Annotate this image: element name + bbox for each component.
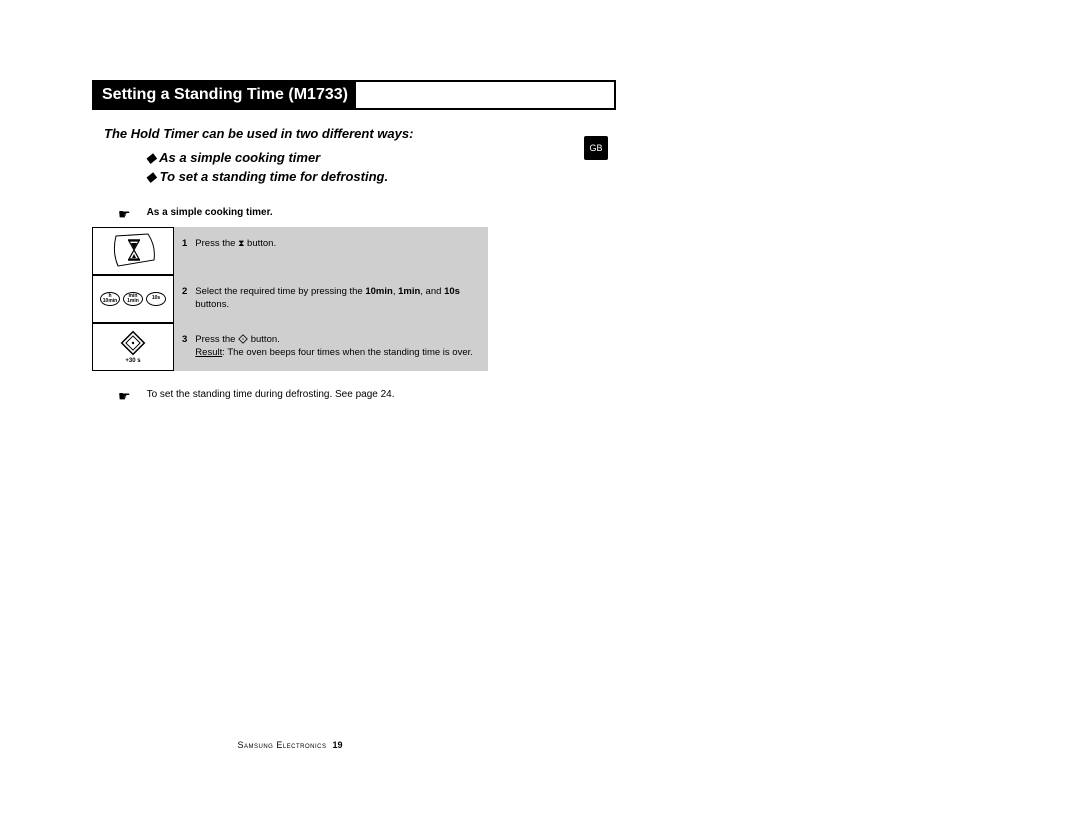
oval-10min: h 10min (100, 292, 120, 306)
step-number: 1 (182, 237, 187, 265)
section-note: ☛ As a simple cooking timer. (92, 207, 616, 221)
diamond-inline-icon (238, 333, 248, 346)
step-icon-cell: h 10min min 1min 10s (92, 275, 174, 323)
intro-text: The Hold Timer can be used in two differ… (104, 124, 536, 144)
step-number: 2 (182, 285, 187, 313)
step-row: h 10min min 1min 10s 2 Select the requir… (92, 275, 488, 323)
footer-page-number: 19 (333, 740, 343, 750)
step-row: 1 Press the ⧗ button. (92, 227, 488, 275)
defrost-note-text: To set the standing time during defrosti… (147, 389, 395, 400)
language-badge: GB (584, 136, 608, 160)
step-icon-cell (92, 227, 174, 275)
step-content: 3 Press the button. Result: The oven bee… (174, 323, 488, 371)
pointing-hand-icon: ☛ (118, 389, 131, 403)
intro-bullet: ◆ As a simple cooking timer (146, 148, 536, 168)
footer-brand: Samsung Electronics (237, 740, 326, 750)
oval-10s: 10s (146, 292, 166, 306)
step-text: Press the button. Result: The oven beeps… (195, 333, 478, 361)
start-button-icon: +30 s (120, 330, 146, 364)
step-row: +30 s 3 Press the button. Result: The ov… (92, 323, 488, 371)
note-text: As a simple cooking timer. (147, 207, 273, 218)
oval-1min: min 1min (123, 292, 143, 306)
time-buttons-icon: h 10min min 1min 10s (100, 292, 166, 306)
section-title-bar: Setting a Standing Time (M1733) (92, 80, 616, 110)
result-label: Result (195, 347, 222, 358)
step-content: 1 Press the ⧗ button. (174, 227, 488, 275)
defrost-note: ☛ To set the standing time during defros… (92, 389, 616, 403)
step-content: 2 Select the required time by pressing t… (174, 275, 488, 323)
section-title: Setting a Standing Time (M1733) (94, 82, 356, 108)
intro-bullet-list: ◆ As a simple cooking timer ◆ To set a s… (104, 148, 536, 187)
step-icon-cell: +30 s (92, 323, 174, 371)
pointing-hand-icon: ☛ (118, 207, 131, 221)
hourglass-icon (108, 230, 158, 272)
page-footer: Samsung Electronics 19 (92, 740, 488, 750)
step-number: 3 (182, 333, 187, 361)
intro-bullet: ◆ To set a standing time for defrosting. (146, 167, 536, 187)
steps-table: 1 Press the ⧗ button. h 10min min 1min 1… (92, 227, 488, 371)
step-text: Select the required time by pressing the… (195, 285, 478, 313)
intro-block: The Hold Timer can be used in two differ… (92, 124, 616, 187)
step-text: Press the ⧗ button. (195, 237, 478, 265)
diamond-label: +30 s (125, 358, 140, 364)
